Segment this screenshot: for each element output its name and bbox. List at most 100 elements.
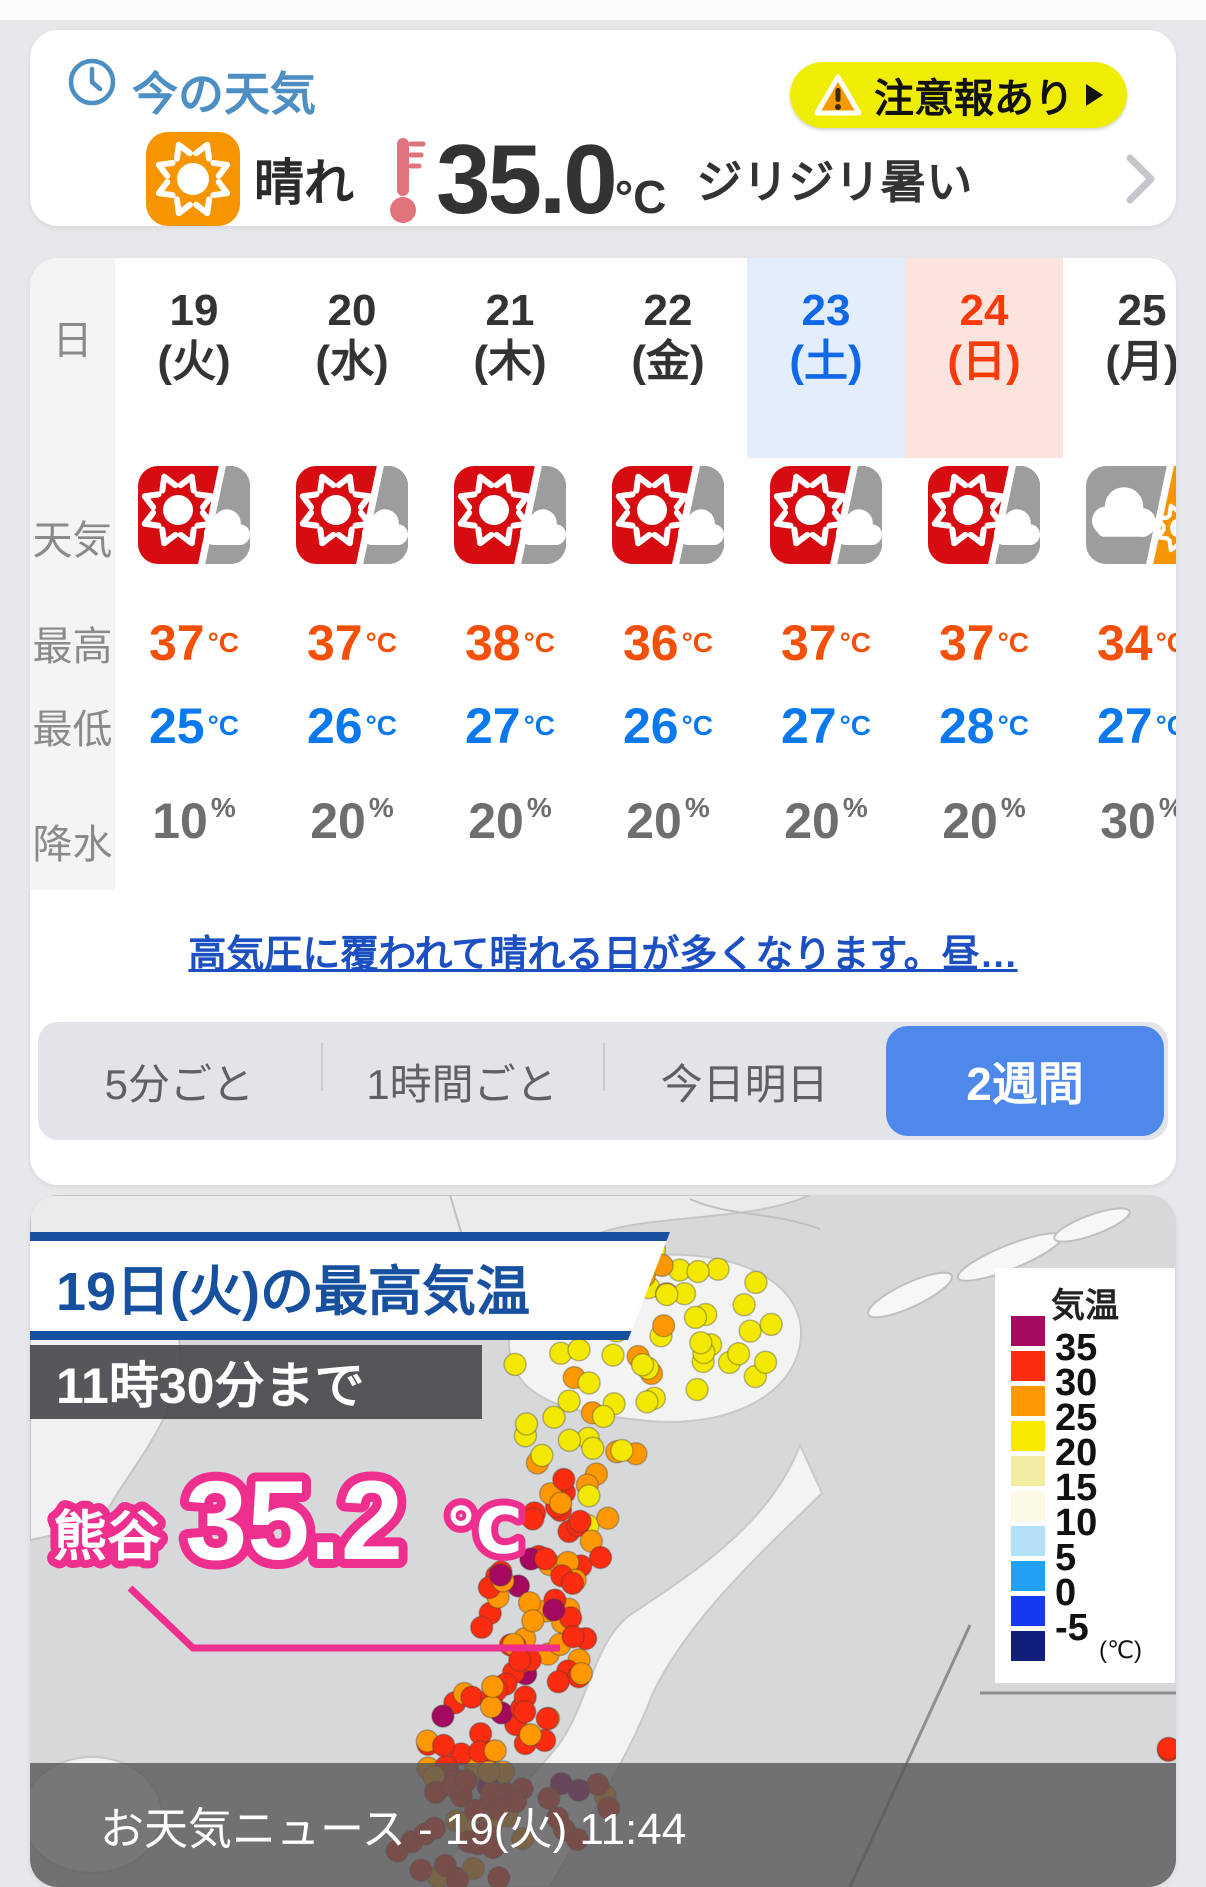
low-temp: 27°C	[780, 698, 872, 754]
day-date: 22	[643, 286, 693, 336]
map-title-banner: 19日(火)の最高気温	[30, 1232, 670, 1340]
forecast-day-columns: 19 (火) 37 °C 25 °C 10% 20 (水) 37 °C 26 °C 20% 21 (木) 38 °…	[115, 258, 1176, 890]
station-temperature-unit: ℃	[445, 1495, 523, 1567]
temperature-map-card[interactable]: 熊谷 35.2 ℃ 19日(火)の最高気温 11時30分まで 気温 35 30 25…	[30, 1195, 1176, 1887]
legend-swatch	[1011, 1631, 1045, 1661]
high-temp: 34°C	[1096, 615, 1176, 671]
station-callout-line	[127, 1585, 560, 1652]
day-header: 25 (月)	[1063, 258, 1176, 458]
forecast-summary-link[interactable]: 高気圧に覆われて晴れる日が多くなります。昼…	[188, 933, 1018, 976]
tab-2週間[interactable]: 2週間	[886, 1026, 1165, 1136]
forecast-day-column: 21 (木) 38 °C 27 °C 20%	[431, 258, 589, 890]
legend-swatch	[1011, 1316, 1045, 1346]
play-arrow-icon	[1086, 84, 1103, 106]
day-of-week: (水)	[315, 337, 389, 386]
precip-value: 20%	[784, 792, 868, 849]
precip-value: 20%	[310, 792, 394, 849]
row-label-low: 最低	[32, 708, 113, 752]
sun-cloud-icon	[770, 466, 882, 564]
chevron-right-icon[interactable]	[1124, 152, 1158, 206]
legend-swatch	[1011, 1351, 1045, 1381]
day-date: 20	[327, 286, 377, 336]
day-header: 22 (金)	[589, 258, 747, 458]
legend-label: 35	[1055, 1327, 1098, 1369]
day-header: 23 (土)	[747, 258, 905, 458]
high-temp: 36 °C	[622, 615, 714, 671]
low-temp: 27°C	[464, 698, 556, 754]
day-header: 24 (日)	[905, 258, 1063, 458]
day-of-week: (金)	[631, 337, 705, 386]
sunny-icon	[146, 132, 240, 226]
forecast-day-column: 24 (日) 37 °C 28 °C 20%	[905, 258, 1063, 890]
legend-label: 0	[1055, 1572, 1077, 1614]
day-date: 25	[1117, 286, 1167, 336]
day-of-week: (木)	[473, 337, 547, 386]
legend-swatch	[1011, 1526, 1045, 1556]
condition-label: 晴れ	[254, 155, 354, 211]
legend-unit: (℃)	[1099, 1637, 1142, 1664]
legend-label: -5	[1055, 1607, 1089, 1649]
high-temp: 37 °C	[148, 615, 240, 671]
sun-cloud-icon	[454, 466, 566, 564]
weather-comment: ジリジリ暑い	[696, 156, 973, 208]
tab-1時間ごと[interactable]: 1時間ごと	[320, 1042, 604, 1112]
sun-cloud-icon	[138, 466, 250, 564]
day-header: 21 (木)	[431, 258, 589, 458]
legend-swatch	[1011, 1386, 1045, 1416]
legend-label: 15	[1055, 1467, 1098, 1509]
row-label-weather: 天気	[32, 519, 113, 563]
news-bar[interactable]: お天気ニュース - 19(火) 11:44	[30, 1763, 1176, 1887]
current-temperature: 35.0°C	[436, 124, 667, 234]
legend-label: 10	[1055, 1502, 1098, 1544]
forecast-day-column: 25(月) 34°C 27°C 30%	[1063, 258, 1176, 890]
news-bar-text: お天気ニュース - 19(火) 11:44	[100, 1805, 687, 1854]
precip-value: 20%	[942, 792, 1026, 849]
precip-value: 20%	[626, 792, 710, 849]
temperature-legend: 気温 35 30 25 20 15 10 5 0 -5 (℃)	[995, 1268, 1175, 1683]
forecast-table: 日 天気 最高 最低 降水 19 (火) 37 °C 25 °C 10% 20 (水) 37 °C 2…	[30, 258, 1176, 890]
tab-5分ごと[interactable]: 5分ごと	[104, 1060, 255, 1108]
forecast-day-column: 19 (火) 37 °C 25 °C 10%	[115, 258, 273, 890]
high-temp: 38 °C	[464, 615, 556, 671]
forecast-summary-row: 高気圧に覆われて晴れる日が多くなります。昼…	[30, 890, 1176, 1010]
legend-label: 20	[1055, 1432, 1098, 1474]
current-weather-card[interactable]: 今の天気 注意報あり 晴れ 35.0°C ジリジリ暑い	[30, 30, 1176, 228]
day-date: 23	[801, 286, 851, 336]
current-weather-title: 今の天気	[132, 68, 316, 120]
thermometer-icon	[390, 138, 426, 223]
day-date: 19	[169, 286, 219, 336]
precip-value: 10%	[152, 792, 236, 849]
station-temperature: 35.2	[185, 1458, 403, 1583]
alert-badge-label: 注意報あり	[874, 77, 1074, 121]
day-header: 20 (水)	[273, 258, 431, 458]
forecast-card: 日 天気 最高 最低 降水 19 (火) 37 °C 25 °C 10% 20 (水) 37 °C 2…	[30, 258, 1176, 1185]
forecast-day-column: 23 (土) 37 °C 27 °C 20%	[747, 258, 905, 890]
day-header: 19 (火)	[115, 258, 273, 458]
precip-value: 20%	[468, 792, 552, 849]
legend-swatch	[1011, 1491, 1045, 1521]
station-name: 熊谷	[53, 1507, 161, 1567]
forecast-day-column: 20 (水) 37 °C 26 °C 20%	[273, 258, 431, 890]
tab-今日明日[interactable]: 今日明日	[603, 1042, 886, 1112]
sun-cloud-icon	[612, 466, 724, 564]
legend-swatch	[1011, 1456, 1045, 1486]
top-strip	[0, 0, 1206, 20]
forecast-row-labels: 日 天気 最高 最低 降水	[30, 258, 115, 890]
forecast-tab-bar: 5分ごと 1時間ごと 今日明日 2週間	[38, 1022, 1168, 1140]
sun-cloud-icon	[296, 466, 408, 564]
high-temp: 37 °C	[938, 615, 1030, 671]
legend-title: 気温	[1051, 1287, 1119, 1325]
current-conditions-row: 晴れ 35.0°C ジリジリ暑い	[146, 130, 972, 228]
cloud-sun-icon	[1086, 466, 1176, 564]
sun-cloud-icon	[928, 466, 1040, 564]
warning-icon	[814, 74, 862, 116]
legend-label: 30	[1055, 1362, 1098, 1404]
day-of-week: (月)	[1105, 337, 1176, 386]
day-of-week: (土)	[789, 337, 863, 386]
alert-badge[interactable]: 注意報あり	[790, 62, 1127, 128]
legend-swatch	[1011, 1421, 1045, 1451]
high-temp: 37 °C	[306, 615, 398, 671]
day-of-week: (日)	[947, 337, 1021, 386]
map-subtitle-banner: 11時30分まで	[30, 1345, 482, 1419]
low-temp: 28 °C	[938, 698, 1030, 754]
